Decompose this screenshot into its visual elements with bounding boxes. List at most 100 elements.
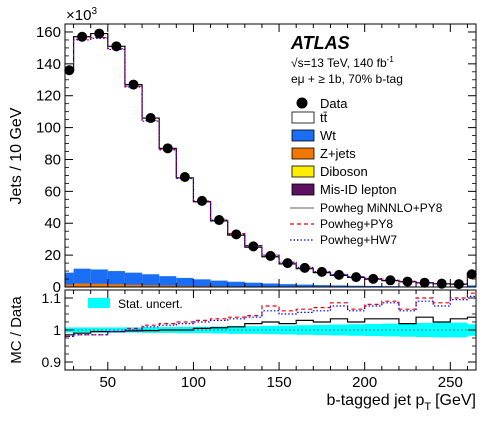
data-point bbox=[128, 79, 139, 90]
x-tick-label: 150 bbox=[267, 374, 292, 391]
wt-bar bbox=[65, 272, 74, 287]
wt-bar bbox=[90, 269, 108, 287]
legend-label: Mis-ID lepton bbox=[320, 182, 397, 197]
stat-uncert-bin bbox=[416, 322, 434, 338]
x-tick-label: 200 bbox=[352, 374, 377, 391]
wt-bar bbox=[210, 280, 228, 287]
legend: Data tt̄ Wt Z+jets Diboson Mis-ID lepton Pow… bbox=[290, 96, 443, 247]
legend-swatch bbox=[291, 165, 315, 178]
wt-bar bbox=[279, 284, 297, 287]
stat-uncert-bin bbox=[398, 323, 417, 337]
x-tick-label: 100 bbox=[181, 374, 206, 391]
legend-line-label: Powheg+HW7 bbox=[320, 233, 397, 247]
data-point bbox=[316, 266, 327, 277]
data-point bbox=[436, 278, 447, 289]
y-tick-label: 140 bbox=[36, 56, 61, 73]
x-axis-title: b-tagged jet pT [GeV] bbox=[327, 392, 477, 413]
ratio-y-axis-ticks: 0.9 1 1.1 bbox=[42, 290, 476, 370]
stat-uncert-bin bbox=[279, 325, 297, 335]
data-point bbox=[214, 215, 225, 226]
legend-data-label: Data bbox=[320, 96, 348, 111]
wt-bar bbox=[124, 272, 143, 287]
main-plot-frame bbox=[64, 23, 477, 288]
legend-label: Z+jets bbox=[320, 146, 356, 161]
ratio-y-tick-label: 1.1 bbox=[42, 290, 62, 306]
data-point bbox=[179, 172, 190, 183]
data-point bbox=[77, 31, 88, 42]
energy-lumi-label: √s=13 TeV, 140 fb-1 bbox=[291, 55, 394, 70]
legend-swatch bbox=[291, 147, 315, 160]
data-point bbox=[282, 258, 293, 269]
data-points bbox=[64, 28, 477, 290]
stat-uncert-bin bbox=[296, 325, 314, 335]
wt-bar bbox=[364, 285, 382, 287]
prediction-line bbox=[65, 37, 476, 285]
y-tick-label: 160 bbox=[36, 24, 61, 41]
wt-bar bbox=[261, 283, 280, 287]
ratio-y-tick-label: 0.9 bbox=[42, 354, 62, 370]
data-point bbox=[111, 41, 122, 52]
data-point bbox=[265, 250, 276, 261]
main-x-axis-ticks bbox=[73, 24, 468, 287]
prediction-line bbox=[65, 32, 476, 285]
prediction-line bbox=[65, 37, 476, 285]
zjets-bar bbox=[90, 283, 108, 287]
ratio-lines bbox=[65, 292, 476, 337]
wt-bar bbox=[107, 271, 125, 287]
stat-uncert-bin bbox=[227, 326, 245, 334]
wt-bar bbox=[330, 285, 348, 287]
y-exponent-label: ×103 bbox=[66, 6, 97, 24]
stat-uncert-bin bbox=[90, 327, 108, 333]
y-tick-label: 0 bbox=[53, 279, 61, 296]
ratio-x-axis-ticks: 50 100 150 200 250 bbox=[73, 290, 468, 391]
y-tick-label: 60 bbox=[44, 183, 61, 200]
data-point bbox=[248, 241, 259, 252]
legend-generator-lines: Powheg MiNNLO+PY8 Powheg+PY8 Powheg+HW7 bbox=[290, 201, 443, 247]
selection-label: eμ + ≥ 1b, 70% b-tag bbox=[291, 72, 403, 86]
legend-swatch bbox=[291, 183, 315, 196]
wt-bar bbox=[296, 284, 314, 287]
wt-bar bbox=[467, 285, 476, 287]
y-tick-label: 120 bbox=[36, 88, 61, 105]
legend-label: Diboson bbox=[320, 164, 368, 179]
mc-prediction-lines bbox=[65, 32, 476, 285]
zjets-bar bbox=[176, 285, 194, 287]
data-point bbox=[231, 229, 242, 240]
main-y-axis-title: Jets / 10 GeV bbox=[8, 107, 25, 204]
zjets-bar bbox=[73, 283, 91, 287]
data-point bbox=[334, 269, 344, 280]
legend-label: Wt bbox=[320, 128, 336, 143]
ratio-y-axis-title: MC / Data bbox=[8, 296, 25, 364]
stat-uncert-legend-swatch bbox=[88, 298, 110, 308]
wt-bar bbox=[347, 285, 365, 287]
y-tick-label: 20 bbox=[44, 247, 61, 264]
ratio-y-tick-label: 1 bbox=[53, 322, 61, 338]
stat-uncert-legend-label: Stat. uncert. bbox=[118, 297, 183, 311]
zjets-bar bbox=[65, 284, 74, 287]
legend-data-marker bbox=[296, 97, 308, 109]
main-plot-panel: 0 20 40 60 80 100 120 140 160 ×103 Jets / 10 GeV bbox=[8, 6, 477, 296]
data-point bbox=[402, 276, 413, 287]
data-point bbox=[419, 277, 430, 288]
legend-swatch bbox=[291, 111, 315, 124]
x-tick-label: 250 bbox=[438, 374, 463, 391]
y-tick-label: 100 bbox=[36, 120, 61, 137]
zjets-bar bbox=[124, 284, 143, 287]
stat-uncert-bin bbox=[107, 327, 125, 333]
data-point bbox=[64, 65, 75, 76]
stat-uncert-bin bbox=[347, 324, 365, 336]
atlas-label: ATLAS bbox=[290, 33, 350, 53]
wt-bar bbox=[313, 285, 331, 287]
zjets-bar bbox=[159, 285, 177, 287]
data-point bbox=[385, 275, 396, 286]
data-point bbox=[197, 195, 207, 206]
data-point bbox=[453, 279, 464, 290]
wt-bar bbox=[176, 277, 194, 287]
y-tick-label: 40 bbox=[44, 215, 61, 232]
data-point bbox=[351, 272, 362, 283]
data-point bbox=[94, 28, 105, 39]
wt-bar bbox=[244, 282, 262, 287]
data-point bbox=[466, 269, 477, 280]
wt-bar bbox=[73, 268, 91, 287]
